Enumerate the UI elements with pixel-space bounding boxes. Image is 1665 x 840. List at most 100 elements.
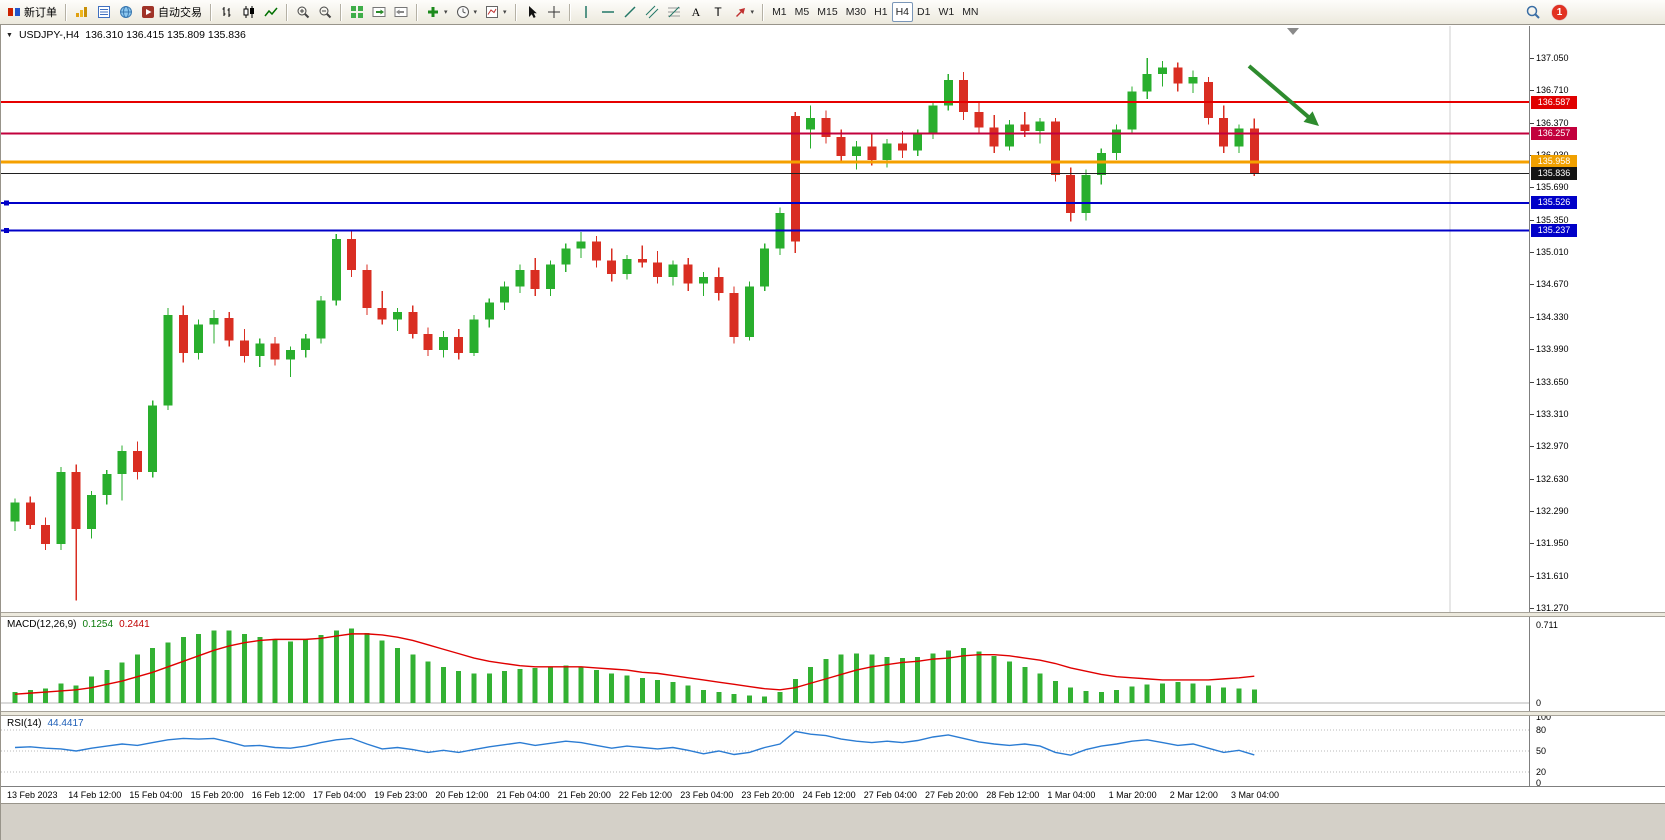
tf-m30-button[interactable]: M30 [842,2,870,22]
rsi-axis-label: 80 [1536,725,1547,735]
arrows-button[interactable]: ▾ [729,2,759,22]
text-button[interactable]: A [685,2,707,22]
horizontal-line-button[interactable] [597,2,619,22]
crosshair-button[interactable] [543,2,565,22]
new-order-button[interactable]: 新订单 [3,2,61,22]
rsi-axis-label: 50 [1536,746,1547,756]
price-axis[interactable]: 137.050 136.710 136.370 136.030 135.690 135.3… [1529,26,1665,802]
price-tick-label: 134.670 [1536,279,1569,290]
autoscroll-button[interactable] [368,2,390,22]
window-bottom-strip [1,803,1665,840]
price-tag: 136.587 [1531,95,1577,109]
templates-button[interactable]: ▾ [481,2,511,22]
vline-icon [579,5,593,19]
search-button[interactable] [1522,2,1544,22]
line-chart-button[interactable] [260,2,282,22]
fibonacci-button[interactable] [663,2,685,22]
price-tick-label: 134.330 [1536,311,1569,322]
zoom-out-button[interactable] [314,2,336,22]
candle-chart-button[interactable] [238,2,260,22]
label-button[interactable]: T [707,2,729,22]
price-tickmark [1530,219,1534,221]
price-tick-label: 135.010 [1536,247,1569,258]
ohlc-values: 136.310 136.415 135.809 135.836 [85,29,246,41]
time-axis-label: 23 Feb 04:00 [680,790,734,800]
tf-m30-button-label: M30 [845,6,867,18]
dropdown-caret-icon[interactable]: ▾ [473,8,478,16]
dropdown-caret-icon[interactable]: ▾ [750,8,755,16]
rsi-panel[interactable] [1,716,1529,786]
tf-m15-button[interactable]: M15 [813,2,841,22]
trendline-button[interactable] [619,2,641,22]
toolbar-group: 新订单 [3,0,61,24]
tf-d1-button[interactable]: D1 [913,2,934,22]
chart-window[interactable]: ▼ USDJPY-,H4 136.310 136.415 135.809 135… [0,25,1665,840]
toolbar-separator [568,3,571,21]
dropdown-caret-icon[interactable]: ▾ [444,8,448,16]
price-chart[interactable] [1,26,1529,612]
chart-header: ▼ USDJPY-,H4 136.310 136.415 135.809 135… [6,29,246,41]
indicators-button[interactable]: ▾ [422,2,452,22]
symbols-button[interactable] [71,2,93,22]
channel-button[interactable] [641,2,663,22]
price-tickmark [1530,316,1534,318]
periods-icon [456,5,470,19]
trendline-icon [623,5,637,19]
autotrading-button[interactable]: 自动交易 [137,2,206,22]
price-tickmark [1530,90,1534,92]
panel-separator[interactable] [1,612,1665,617]
price-tickmark [1530,510,1534,512]
dropdown-caret-icon[interactable]: ▾ [503,8,507,16]
tf-m1-button-label: M1 [772,6,787,18]
autotrade-icon [141,5,155,19]
toolbar-group: ▾ ▾ ▾ [422,0,511,24]
chart-shift-icon [394,5,408,19]
bar-chart-button[interactable] [216,2,238,22]
rsi-axis-label: 100 [1536,712,1552,722]
vertical-line-button[interactable] [575,2,597,22]
cursor-button[interactable] [521,2,543,22]
time-axis-label: 20 Feb 12:00 [435,790,489,800]
time-axis[interactable]: 13 Feb 2023 14 Feb 12:00 15 Feb 04:00 15 Fe… [1,786,1665,803]
tf-m1-button[interactable]: M1 [768,2,791,22]
tf-mn-button[interactable]: MN [958,2,982,22]
zoom-in-button[interactable] [292,2,314,22]
data-window-icon [97,5,111,19]
symbol-timeframe-label: USDJPY-,H4 [18,29,80,41]
price-tick-label: 131.610 [1536,570,1569,581]
panel-separator[interactable] [1,711,1665,716]
navigator-button[interactable] [115,2,137,22]
toolbar-separator [340,3,342,21]
toolbar-right-group: 1 [1522,2,1567,22]
toolbar-separator [210,3,212,21]
time-axis-label: 14 Feb 12:00 [68,790,122,800]
price-tick-label: 132.630 [1536,473,1569,484]
toolbar: 新订单 自动交易 ▾ ▾ ▾ A T ▾ M1 M5 M15 M30 H1 H4 D1 W1 MN 1 [0,0,1665,25]
tf-w1-button[interactable]: W1 [934,2,958,22]
macd-label: MACD(12,26,9) 0.1254 0.2441 [7,619,150,630]
tile-windows-button[interactable] [346,2,368,22]
macd-panel[interactable] [1,617,1529,711]
time-axis-label: 27 Feb 04:00 [863,790,917,800]
macd-title: MACD(12,26,9) [7,619,77,630]
time-axis-label: 3 Mar 04:00 [1231,790,1280,800]
chart-menu-icon[interactable]: ▼ [6,31,13,39]
autoscroll-icon [372,5,386,19]
time-axis-label: 22 Feb 12:00 [619,790,673,800]
chart-shift-button[interactable] [390,2,412,22]
time-axis-label: 15 Feb 20:00 [190,790,244,800]
macd-axis-label: 0 [1536,698,1542,708]
price-tag: 136.257 [1531,126,1577,140]
price-tick-label: 136.030 [1536,150,1569,160]
tf-m5-button[interactable]: M5 [791,2,814,22]
data-window-button[interactable] [93,2,115,22]
tf-h4-button[interactable]: H4 [891,2,913,22]
toolbar-separator [416,3,418,21]
time-axis-label: 21 Feb 04:00 [496,790,550,800]
notification-badge[interactable]: 1 [1552,4,1567,20]
price-tickmark [1530,381,1534,383]
price-tick-label: 131.270 [1536,603,1569,613]
toolbar-separator [762,3,765,21]
periods-button[interactable]: ▾ [452,2,482,22]
tf-h1-button[interactable]: H1 [870,2,891,22]
